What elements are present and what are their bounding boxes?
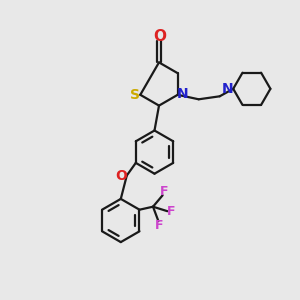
Text: O: O (116, 169, 127, 182)
Text: F: F (167, 205, 176, 218)
Text: F: F (155, 219, 163, 232)
Text: N: N (177, 87, 189, 101)
Text: F: F (160, 185, 168, 198)
Text: O: O (153, 28, 166, 44)
Text: S: S (130, 88, 140, 102)
Text: N: N (222, 82, 234, 96)
